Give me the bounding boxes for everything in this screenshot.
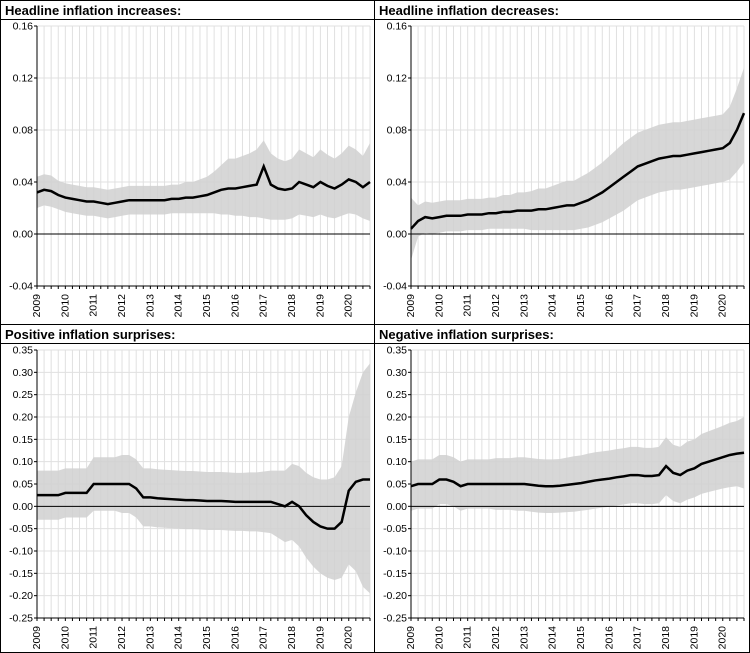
- ytick-label: 0.08: [13, 125, 34, 137]
- xtick-label: 2011: [88, 626, 100, 649]
- xtick-label: 2011: [462, 626, 474, 649]
- xtick-label: 2012: [490, 626, 502, 650]
- xtick-label: 2017: [632, 294, 644, 318]
- ytick-label: 0.25: [13, 389, 34, 401]
- xtick-label: 2012: [116, 626, 128, 650]
- ytick-label: 0.10: [387, 456, 408, 468]
- xtick-label: 2018: [286, 626, 298, 650]
- ytick-label: 0.20: [13, 412, 34, 424]
- xtick-label: 2020: [717, 294, 729, 318]
- xtick-label: 2012: [116, 294, 128, 318]
- xtick-label: 2010: [433, 626, 445, 650]
- ytick-label: 0.15: [387, 434, 408, 446]
- xtick-label: 2014: [547, 626, 559, 650]
- ytick-label: 0.00: [387, 501, 408, 513]
- chart-area: -0.25 -0.20 -0.15 -0.10 -0.05 0.00 0.05 0.10 0.1…: [1, 344, 374, 652]
- xtick-label: 2010: [433, 294, 445, 318]
- ytick-label: 0.00: [13, 501, 34, 513]
- chart-area: -0.04 0.00 0.04 0.08 0.12 0.16 2009 2010 2011 201…: [1, 20, 374, 324]
- ytick-label: -0.10: [9, 546, 33, 558]
- ytick-label: -0.15: [383, 568, 407, 580]
- ytick-label: 0.10: [13, 456, 34, 468]
- xtick-label: 2016: [603, 294, 615, 318]
- chart-area: -0.25 -0.20 -0.15 -0.10 -0.05 0.00 0.05 0.10 0.1…: [375, 344, 749, 652]
- xtick-label: 2015: [575, 294, 587, 318]
- panel-title: Positive inflation surprises:: [1, 325, 374, 344]
- xtick-label: 2010: [59, 626, 71, 650]
- panel-title: Negative inflation surprises:: [375, 325, 749, 344]
- ytick-label: 0.05: [387, 479, 408, 491]
- ytick-label: 0.16: [387, 21, 408, 33]
- ytick-label: 0.25: [387, 389, 408, 401]
- xtick-label: 2009: [405, 294, 417, 318]
- panel-title: Headline inflation increases:: [1, 1, 374, 20]
- ytick-label: 0.04: [387, 177, 408, 189]
- ytick-label: -0.20: [9, 590, 33, 602]
- xtick-label: 2009: [31, 294, 43, 318]
- xtick-label: 2014: [547, 294, 559, 318]
- ytick-label: 0.16: [13, 21, 34, 33]
- xtick-label: 2014: [173, 294, 185, 318]
- ytick-label: -0.20: [383, 590, 407, 602]
- xtick-label: 2018: [286, 294, 298, 318]
- ytick-label: 0.00: [387, 229, 408, 241]
- xtick-label: 2013: [144, 294, 156, 318]
- ytick-label: -0.15: [9, 568, 33, 580]
- xtick-label: 2017: [632, 626, 644, 650]
- ytick-label: 0.30: [387, 367, 408, 379]
- ytick-label: 0.12: [13, 73, 34, 85]
- xtick-label: 2015: [201, 294, 213, 318]
- xtick-label: 2016: [603, 626, 615, 650]
- ytick-label: -0.25: [383, 613, 407, 625]
- ytick-label: 0.15: [13, 434, 34, 446]
- xtick-label: 2019: [314, 294, 326, 318]
- panel-title: Headline inflation decreases:: [375, 1, 749, 20]
- xtick-label: 2020: [343, 626, 355, 650]
- xtick-label: 2013: [518, 626, 530, 650]
- xtick-label: 2009: [405, 626, 417, 650]
- xtick-label: 2011: [88, 294, 100, 317]
- xtick-label: 2013: [518, 294, 530, 318]
- xtick-label: 2015: [575, 626, 587, 650]
- ytick-label: -0.05: [383, 523, 407, 535]
- xtick-label: 2015: [201, 626, 213, 650]
- ytick-label: 0.20: [387, 412, 408, 424]
- xtick-label: 2019: [314, 626, 326, 650]
- xtick-label: 2010: [59, 294, 71, 318]
- xtick-label: 2011: [462, 294, 474, 317]
- panel-bl: Positive inflation surprises:-0.25-0.20-…: [1, 325, 375, 652]
- ytick-label: 0.00: [13, 229, 34, 241]
- xtick-label: 2009: [31, 626, 43, 650]
- xtick-label: 2016: [229, 626, 241, 650]
- ytick-label: 0.05: [13, 479, 34, 491]
- chart-area: -0.04 0.00 0.04 0.08 0.12 0.16 2009 2010 2011 201…: [375, 20, 749, 324]
- ytick-label: 0.04: [13, 177, 34, 189]
- ytick-label: -0.25: [9, 613, 33, 625]
- xtick-label: 2012: [490, 294, 502, 318]
- panel-tr: Headline inflation decreases: -0.04 0.00 0.…: [375, 1, 749, 325]
- ytick-label: 0.08: [387, 125, 408, 137]
- xtick-label: 2013: [144, 626, 156, 650]
- panel-tl: Headline inflation increases: -0.04 0.00 0.…: [1, 1, 375, 325]
- ytick-label: 0.35: [387, 345, 408, 357]
- xtick-label: 2018: [660, 294, 672, 318]
- xtick-label: 2020: [717, 626, 729, 650]
- xtick-label: 2018: [660, 626, 672, 650]
- ytick-label: -0.10: [383, 546, 407, 558]
- xtick-label: 2017: [258, 626, 270, 650]
- ytick-label: 0.35: [13, 345, 34, 357]
- panel-br: Negative inflation surprises:-0.25-0.20-…: [375, 325, 749, 652]
- ytick-label: 0.12: [387, 73, 408, 85]
- xtick-label: 2019: [688, 626, 700, 650]
- xtick-label: 2016: [229, 294, 241, 318]
- xtick-label: 2020: [343, 294, 355, 318]
- ytick-label: -0.05: [9, 523, 33, 535]
- xtick-label: 2014: [173, 626, 185, 650]
- xtick-label: 2019: [688, 294, 700, 318]
- xtick-label: 2017: [258, 294, 270, 318]
- ytick-label: -0.04: [9, 281, 33, 293]
- ytick-label: 0.30: [13, 367, 34, 379]
- ytick-label: -0.04: [383, 281, 407, 293]
